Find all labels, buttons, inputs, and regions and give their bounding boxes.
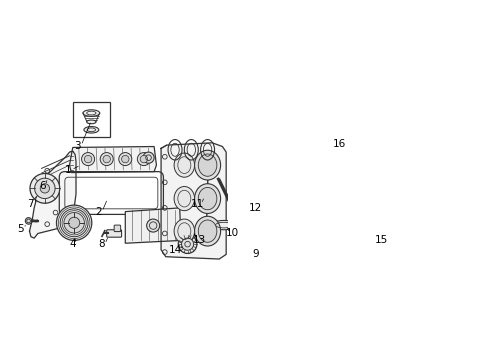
Polygon shape (230, 231, 265, 253)
Text: 4: 4 (69, 239, 76, 249)
Text: 12: 12 (248, 203, 262, 213)
Circle shape (181, 238, 193, 250)
Text: 9: 9 (252, 249, 258, 260)
Ellipse shape (198, 154, 217, 176)
Circle shape (68, 217, 80, 228)
Ellipse shape (210, 220, 236, 230)
Circle shape (25, 218, 32, 224)
Circle shape (122, 156, 129, 163)
Circle shape (137, 153, 150, 166)
Ellipse shape (174, 219, 194, 243)
Text: 5: 5 (17, 224, 23, 234)
Text: 7: 7 (27, 199, 34, 209)
Polygon shape (161, 143, 226, 259)
Polygon shape (69, 147, 156, 172)
Ellipse shape (198, 188, 217, 210)
Text: 6: 6 (39, 181, 46, 190)
Text: 8: 8 (98, 239, 104, 249)
Circle shape (40, 184, 49, 193)
Circle shape (146, 219, 160, 232)
Ellipse shape (174, 153, 194, 177)
Circle shape (64, 212, 84, 233)
Circle shape (84, 156, 92, 163)
Text: 14: 14 (168, 245, 181, 255)
Circle shape (35, 178, 55, 199)
Circle shape (178, 235, 197, 253)
Polygon shape (29, 151, 76, 238)
FancyBboxPatch shape (114, 225, 121, 231)
Ellipse shape (194, 184, 220, 213)
Circle shape (239, 237, 250, 248)
Ellipse shape (198, 220, 217, 242)
Text: 3: 3 (74, 141, 81, 150)
Ellipse shape (84, 126, 99, 133)
Text: 2: 2 (95, 207, 102, 217)
Text: 16: 16 (332, 139, 345, 149)
Text: 15: 15 (374, 234, 388, 244)
Text: 13: 13 (193, 234, 206, 244)
Polygon shape (125, 208, 181, 243)
Circle shape (100, 153, 113, 166)
Bar (73, 102, 110, 137)
Circle shape (140, 156, 147, 163)
Ellipse shape (194, 216, 220, 246)
Circle shape (119, 153, 132, 166)
Circle shape (60, 209, 88, 237)
Text: 1: 1 (64, 165, 71, 175)
Circle shape (103, 156, 110, 163)
FancyBboxPatch shape (106, 230, 122, 237)
Ellipse shape (83, 110, 100, 116)
Text: 11: 11 (191, 199, 204, 209)
Ellipse shape (174, 186, 194, 211)
Ellipse shape (194, 150, 220, 180)
Circle shape (30, 174, 60, 203)
Circle shape (142, 152, 154, 163)
Circle shape (57, 205, 92, 240)
Ellipse shape (86, 120, 96, 124)
Circle shape (81, 153, 94, 166)
Text: 10: 10 (225, 229, 238, 238)
